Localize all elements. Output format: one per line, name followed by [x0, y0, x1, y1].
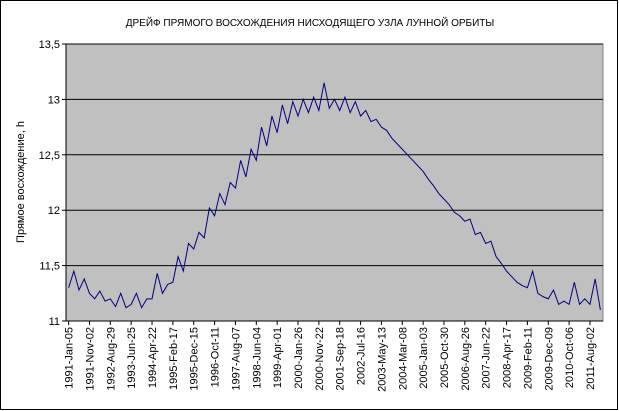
y-tick-label: 11,5: [39, 261, 60, 273]
chart-title: ДРЕЙФ ПРЯМОГО ВОСХОЖДЕНИЯ НИСХОДЯЩЕГО УЗ…: [126, 16, 495, 29]
x-tick-label: 2000-Nov-22: [314, 327, 326, 391]
x-tick-label: 1995-Feb-17: [168, 327, 180, 390]
x-tick-label: 2011-Aug-02: [585, 327, 597, 390]
y-tick-label: 11: [49, 316, 60, 328]
x-tick-label: 2010-Oct-06: [564, 327, 576, 388]
x-tick-label: 2003-May-13: [376, 327, 388, 392]
x-tick-label: 1996-Oct-11: [210, 327, 222, 387]
x-tick-label: 1997-Aug-07: [230, 327, 242, 391]
x-tick-label: 2009-Feb-11: [522, 327, 534, 389]
x-tick-label: 1998-Jun-04: [251, 327, 263, 389]
x-tick-label: 1991-Nov-02: [84, 327, 96, 391]
x-tick-label: 2007-Jun-22: [481, 327, 493, 389]
x-tick-label: 2001-Sep-18: [335, 327, 347, 391]
x-tick-label: 1991-Jan-05: [64, 327, 76, 389]
x-tick-label: 2009-Dec-09: [543, 327, 555, 391]
x-tick-label: 2006-Aug-26: [460, 327, 472, 391]
plot-area: [65, 43, 604, 322]
y-tick-label: 12: [48, 205, 60, 217]
y-axis-label: Прямое восхождение, h: [15, 121, 27, 243]
x-tick-label: 2000-Jan-26: [293, 327, 305, 389]
x-tick-label: 1994-Apr-22: [147, 327, 159, 388]
y-tick-label: 13: [48, 94, 60, 106]
y-tick-label: 12,5: [39, 150, 60, 162]
x-tick-label: 1993-Jun-25: [126, 327, 138, 389]
x-tick-label: 1999-Apr-01: [272, 327, 284, 388]
x-tick-label: 2002-Jul-16: [356, 327, 368, 385]
x-tick-label: 1995-Dec-15: [189, 327, 201, 391]
x-tick-label: 2004-Mar-08: [397, 327, 409, 390]
x-tick-label: 1992-Aug-29: [105, 327, 117, 391]
data-line: [68, 82, 601, 311]
x-tick-label: 2005-Jan-03: [418, 327, 430, 389]
x-tick-label: 2005-Oct-30: [439, 327, 451, 388]
x-tick-label: 2008-Apr-17: [502, 327, 514, 388]
y-tick-label: 13,5: [39, 39, 60, 51]
